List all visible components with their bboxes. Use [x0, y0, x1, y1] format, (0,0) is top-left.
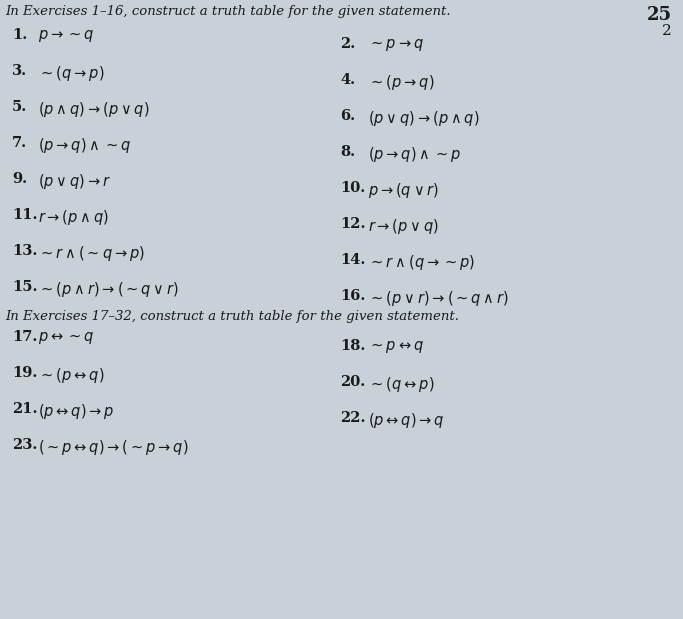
Text: 15.: 15.: [12, 280, 38, 294]
Text: $(p \rightarrow q) \wedge {\sim}p$: $(p \rightarrow q) \wedge {\sim}p$: [368, 145, 461, 164]
Text: $r \rightarrow (p \vee q)$: $r \rightarrow (p \vee q)$: [368, 217, 439, 236]
Text: $\sim(p \wedge r) \rightarrow (\sim q \vee r)$: $\sim(p \wedge r) \rightarrow (\sim q \v…: [38, 280, 179, 299]
Text: $(p \wedge q) \rightarrow (p \vee q)$: $(p \wedge q) \rightarrow (p \vee q)$: [38, 100, 150, 119]
Text: 11.: 11.: [12, 208, 38, 222]
Text: 8.: 8.: [340, 145, 355, 159]
Text: 4.: 4.: [340, 73, 355, 87]
Text: 16.: 16.: [340, 289, 365, 303]
Text: $\sim p \leftrightarrow q$: $\sim p \leftrightarrow q$: [368, 339, 424, 355]
Text: 14.: 14.: [340, 253, 365, 267]
Text: 6.: 6.: [340, 109, 355, 123]
Text: 17.: 17.: [12, 330, 38, 344]
Text: $(\sim p \leftrightarrow q) \rightarrow (\sim p \rightarrow q)$: $(\sim p \leftrightarrow q) \rightarrow …: [38, 438, 189, 457]
Text: $\sim r \wedge (\sim q \rightarrow p)$: $\sim r \wedge (\sim q \rightarrow p)$: [38, 244, 145, 263]
Text: 21.: 21.: [12, 402, 38, 416]
Text: $\sim(p \leftrightarrow q)$: $\sim(p \leftrightarrow q)$: [38, 366, 104, 385]
Text: 18.: 18.: [340, 339, 365, 353]
Text: $p \rightarrow {\sim}q$: $p \rightarrow {\sim}q$: [38, 28, 94, 44]
Text: $\sim(q \leftrightarrow p)$: $\sim(q \leftrightarrow p)$: [368, 375, 434, 394]
Text: 7.: 7.: [12, 136, 27, 150]
Text: $\sim(q \rightarrow p)$: $\sim(q \rightarrow p)$: [38, 64, 104, 83]
Text: 20.: 20.: [340, 375, 365, 389]
Text: $\sim p \rightarrow q$: $\sim p \rightarrow q$: [368, 37, 424, 53]
Text: $\sim r \wedge (q \rightarrow {\sim}p)$: $\sim r \wedge (q \rightarrow {\sim}p)$: [368, 253, 475, 272]
Text: $(p \rightarrow q) \wedge {\sim}q$: $(p \rightarrow q) \wedge {\sim}q$: [38, 136, 131, 155]
Text: 22.: 22.: [340, 411, 365, 425]
Text: $p \leftrightarrow {\sim}q$: $p \leftrightarrow {\sim}q$: [38, 330, 94, 346]
Text: 1.: 1.: [12, 28, 27, 42]
Text: 2.: 2.: [340, 37, 355, 51]
Text: 5.: 5.: [12, 100, 27, 114]
Text: 2: 2: [663, 24, 672, 38]
Text: $(p \leftrightarrow q) \rightarrow p$: $(p \leftrightarrow q) \rightarrow p$: [38, 402, 115, 421]
Text: In Exercises 1–16, construct a truth table for the given statement.: In Exercises 1–16, construct a truth tab…: [5, 5, 451, 18]
Text: 23.: 23.: [12, 438, 38, 452]
Text: In Exercises 17–32, construct a truth table for the given statement.: In Exercises 17–32, construct a truth ta…: [5, 310, 459, 323]
Text: 3.: 3.: [12, 64, 27, 78]
Text: $(p \vee q) \rightarrow (p \wedge q)$: $(p \vee q) \rightarrow (p \wedge q)$: [368, 109, 479, 128]
Text: $r \rightarrow (p \wedge q)$: $r \rightarrow (p \wedge q)$: [38, 208, 109, 227]
Text: $(p \leftrightarrow q) \rightarrow q$: $(p \leftrightarrow q) \rightarrow q$: [368, 411, 445, 430]
Text: $\sim(p \vee r) \rightarrow (\sim q \wedge r)$: $\sim(p \vee r) \rightarrow (\sim q \wed…: [368, 289, 509, 308]
Text: $p \rightarrow (q \vee r)$: $p \rightarrow (q \vee r)$: [368, 181, 439, 200]
Text: $\sim(p \rightarrow q)$: $\sim(p \rightarrow q)$: [368, 73, 434, 92]
Text: 9.: 9.: [12, 172, 27, 186]
Text: 25: 25: [647, 6, 672, 24]
Text: 19.: 19.: [12, 366, 38, 380]
Text: $(p \vee q) \rightarrow r$: $(p \vee q) \rightarrow r$: [38, 172, 111, 191]
Text: 10.: 10.: [340, 181, 365, 195]
Text: 13.: 13.: [12, 244, 38, 258]
Text: 12.: 12.: [340, 217, 365, 231]
